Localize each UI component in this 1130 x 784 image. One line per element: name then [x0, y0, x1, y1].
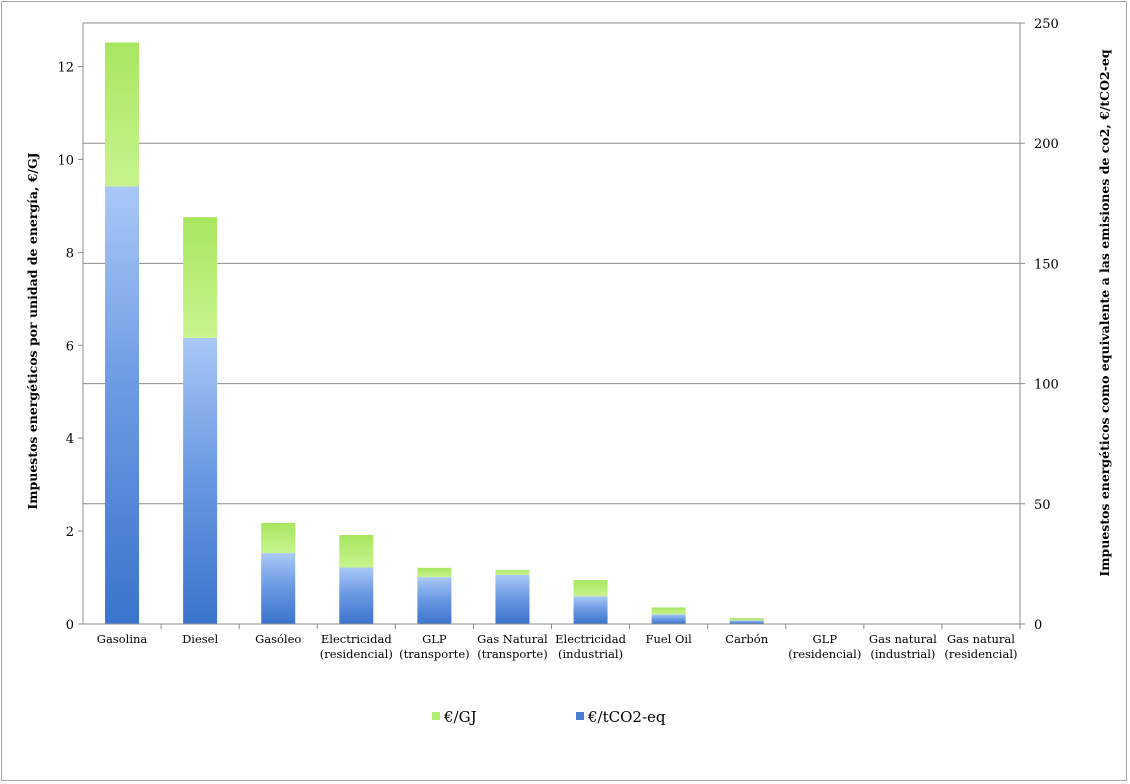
category-label: GLP (transporte)	[399, 632, 469, 661]
right-tick-label: 0	[1034, 618, 1042, 633]
bar-eur-gj	[729, 618, 764, 621]
category-label: Electricidad (industrial)	[555, 632, 626, 661]
left-axis-title: Impuestos energéticos por unidad de ener…	[25, 152, 40, 509]
bar-tco2-eq	[573, 596, 608, 624]
category-label: Gasolina	[97, 632, 148, 646]
left-tick-label: 6	[66, 339, 74, 354]
bar-eur-gj	[183, 217, 218, 338]
legend: €/GJ €/tCO2-eq	[432, 708, 666, 726]
bar-eur-gj	[417, 567, 452, 578]
legend-swatch-tco2	[576, 712, 584, 720]
right-tick-label: 150	[1034, 257, 1059, 272]
category-label: Carbón	[725, 632, 768, 646]
category-label: Gas Natural (transporte)	[477, 632, 548, 661]
category-label: Diesel	[182, 632, 218, 646]
right-axis-ticks: 0 50 100 150 200 250	[1020, 17, 1059, 633]
bar-eur-gj	[339, 534, 374, 568]
bar-eur-gj	[573, 580, 608, 597]
legend-swatch-gj	[432, 712, 440, 720]
right-tick-label: 200	[1034, 137, 1059, 152]
right-tick-label: 100	[1034, 378, 1059, 393]
left-tick-label: 8	[66, 246, 74, 261]
left-tick-label: 4	[66, 432, 74, 447]
bar-tco2-eq	[261, 553, 296, 624]
bar-eur-gj	[495, 570, 530, 575]
bar-eur-gj	[105, 42, 140, 187]
bar-tco2-eq	[417, 577, 452, 624]
axes	[82, 23, 1021, 625]
left-axis-ticks: 0 2 4 6 8 10 12	[57, 61, 83, 633]
right-tick-label: 50	[1034, 498, 1051, 513]
gridlines	[83, 22, 1020, 505]
category-label: Gasóleo	[255, 632, 301, 646]
right-axis-title: Impuestos energéticos como equivalente a…	[1097, 49, 1112, 576]
legend-label-gj: €/GJ	[443, 708, 477, 726]
category-label: GLP (residencial)	[788, 632, 861, 661]
bar-tco2-eq	[183, 337, 218, 624]
category-label: Gas natural (industrial)	[869, 632, 937, 661]
category-label: Gas natural (residencial)	[944, 632, 1017, 661]
bar-tco2-eq	[495, 574, 530, 624]
left-tick-label: 2	[66, 525, 74, 540]
left-tick-label: 10	[57, 153, 74, 168]
category-label: Electricidad (residencial)	[320, 632, 393, 661]
category-labels: Gasolina Diesel Gasóleo Electricidad (reside…	[97, 624, 1021, 661]
left-tick-label: 12	[57, 61, 74, 76]
category-label: Fuel Oil	[645, 632, 692, 646]
bar-tco2-eq	[339, 567, 374, 624]
left-tick-label: 0	[66, 618, 74, 633]
right-tick-label: 250	[1034, 17, 1059, 32]
bar-tco2-eq	[105, 186, 140, 625]
bars	[105, 42, 764, 625]
legend-label-tco2: €/tCO2-eq	[587, 708, 666, 726]
bar-tco2-eq	[729, 620, 764, 624]
bar-eur-gj	[261, 522, 296, 554]
bar-tco2-eq	[651, 614, 686, 624]
bar-eur-gj	[651, 607, 686, 615]
